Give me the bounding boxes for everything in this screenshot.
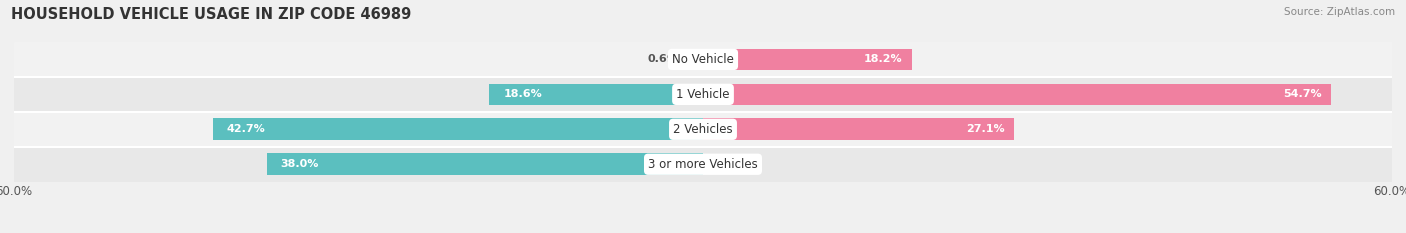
Text: 38.0%: 38.0% bbox=[280, 159, 319, 169]
Bar bbox=[695, 49, 703, 70]
Text: 0.0%: 0.0% bbox=[713, 159, 742, 169]
Text: 27.1%: 27.1% bbox=[966, 124, 1005, 134]
Text: 0.69%: 0.69% bbox=[647, 55, 686, 64]
Bar bbox=[14, 147, 1392, 182]
Text: No Vehicle: No Vehicle bbox=[672, 53, 734, 66]
Bar bbox=[267, 154, 703, 175]
Bar bbox=[703, 84, 1331, 105]
Text: 1 Vehicle: 1 Vehicle bbox=[676, 88, 730, 101]
Text: 2 Vehicles: 2 Vehicles bbox=[673, 123, 733, 136]
Bar bbox=[703, 118, 1014, 140]
Text: 42.7%: 42.7% bbox=[226, 124, 266, 134]
Text: 54.7%: 54.7% bbox=[1284, 89, 1322, 99]
Bar bbox=[703, 49, 912, 70]
Bar bbox=[14, 42, 1392, 77]
Text: 18.2%: 18.2% bbox=[865, 55, 903, 64]
Text: Source: ZipAtlas.com: Source: ZipAtlas.com bbox=[1284, 7, 1395, 17]
Bar bbox=[14, 112, 1392, 147]
Bar bbox=[212, 118, 703, 140]
Bar bbox=[489, 84, 703, 105]
Text: 18.6%: 18.6% bbox=[503, 89, 541, 99]
Legend: Owner-occupied, Renter-occupied: Owner-occupied, Renter-occupied bbox=[576, 230, 830, 233]
Text: 3 or more Vehicles: 3 or more Vehicles bbox=[648, 158, 758, 171]
Bar bbox=[14, 77, 1392, 112]
Text: HOUSEHOLD VEHICLE USAGE IN ZIP CODE 46989: HOUSEHOLD VEHICLE USAGE IN ZIP CODE 4698… bbox=[11, 7, 412, 22]
